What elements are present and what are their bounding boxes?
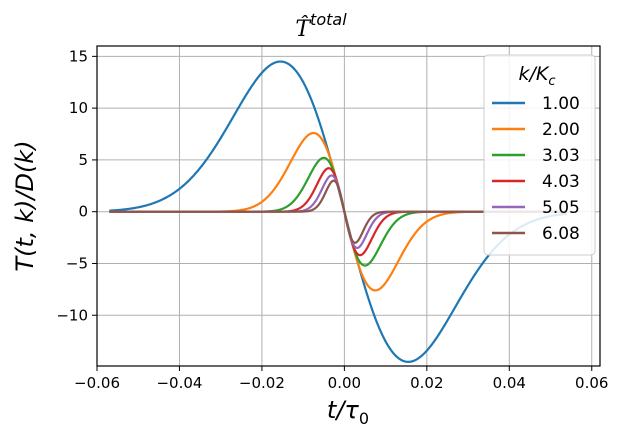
axis-ticks: −0.06 −0.04 −0.02 0.00 0.02 0.04 0.06 −10 −5 0 5 10… (56, 47, 608, 392)
x-axis-label: t/τ0 (327, 396, 369, 428)
legend: k/Kc 1.00 2.00 3.03 4.03 5.05 6.08 (483, 54, 596, 256)
legend-label: 5.05 (542, 198, 580, 218)
plot-frame (96, 45, 601, 367)
x-tick-label: −0.06 (74, 374, 120, 392)
x-tick-label: 0.06 (575, 374, 608, 392)
legend-label: 2.00 (542, 120, 580, 140)
x-tick-label: −0.04 (156, 374, 202, 392)
x-tick-label: −0.02 (239, 374, 285, 392)
legend-label: 3.03 (542, 146, 580, 166)
legend-entries: 1.00 2.00 3.03 4.03 5.05 6.08 (492, 94, 580, 244)
y-axis-label: T(t, k)/D(k) (11, 140, 39, 271)
y-tick-label: 0 (78, 203, 88, 221)
x-tick-label: 0.02 (410, 374, 443, 392)
legend-label: 6.08 (542, 224, 580, 244)
y-tick-label: −10 (56, 306, 88, 324)
y-tick-label: 15 (69, 47, 88, 65)
chart-title: T̂total (295, 10, 347, 42)
y-tick-label: −5 (66, 254, 88, 272)
legend-title: k/Kc (518, 63, 555, 89)
y-tick-label: 5 (78, 151, 88, 169)
legend-label: 1.00 (542, 94, 580, 114)
x-tick-label: 0.04 (493, 374, 526, 392)
legend-label: 4.03 (542, 172, 580, 192)
x-tick-label: 0.00 (328, 374, 361, 392)
y-tick-label: 10 (69, 99, 88, 117)
legend-box (483, 54, 596, 256)
